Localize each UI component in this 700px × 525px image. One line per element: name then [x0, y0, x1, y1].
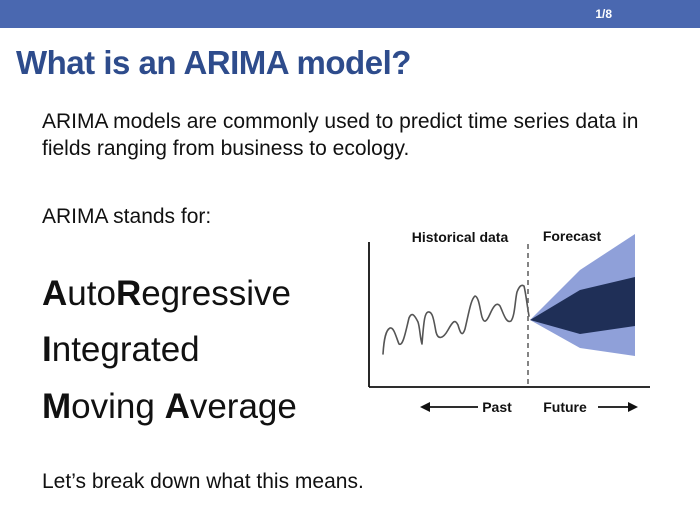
slide-title: What is an ARIMA model? — [16, 44, 411, 81]
stands-for-text: ARIMA stands for: — [42, 205, 212, 228]
acronym-rest: verage — [189, 387, 297, 426]
forecast-illustration: Historical data Forecast Past Future — [368, 228, 650, 415]
acronym-initial: R — [115, 274, 142, 313]
forecast-label: Forecast — [543, 228, 602, 244]
acronym-integrated: Integrated — [42, 330, 200, 370]
arrow-right-icon — [628, 402, 638, 412]
closing-text: Let’s break down what this means. — [42, 470, 364, 493]
forecast-inner-band — [530, 277, 635, 334]
historical-series-line — [382, 284, 530, 355]
historical-data-label: Historical data — [412, 229, 509, 245]
acronym-initial: A — [42, 274, 68, 313]
acronym-rest: uto — [67, 274, 116, 313]
acronym-rest: ntegrated — [51, 330, 200, 369]
acronym-autoregressive: AutoRegressive — [42, 274, 291, 314]
acronym-initial: A — [164, 387, 190, 426]
page-number: 1/8 — [595, 7, 612, 21]
acronym-initial: M — [42, 387, 72, 426]
intro-text: ARIMA models are commonly used to predic… — [42, 110, 639, 160]
past-label: Past — [482, 399, 512, 415]
future-label: Future — [543, 399, 587, 415]
acronym-rest: egressive — [141, 274, 292, 313]
acronym-moving-average: Moving Average — [42, 387, 297, 427]
acronym-initial: I — [42, 330, 52, 369]
arrow-left-icon — [420, 402, 430, 412]
acronym-rest: oving — [71, 387, 165, 426]
top-bar: 1/8 — [0, 0, 700, 28]
